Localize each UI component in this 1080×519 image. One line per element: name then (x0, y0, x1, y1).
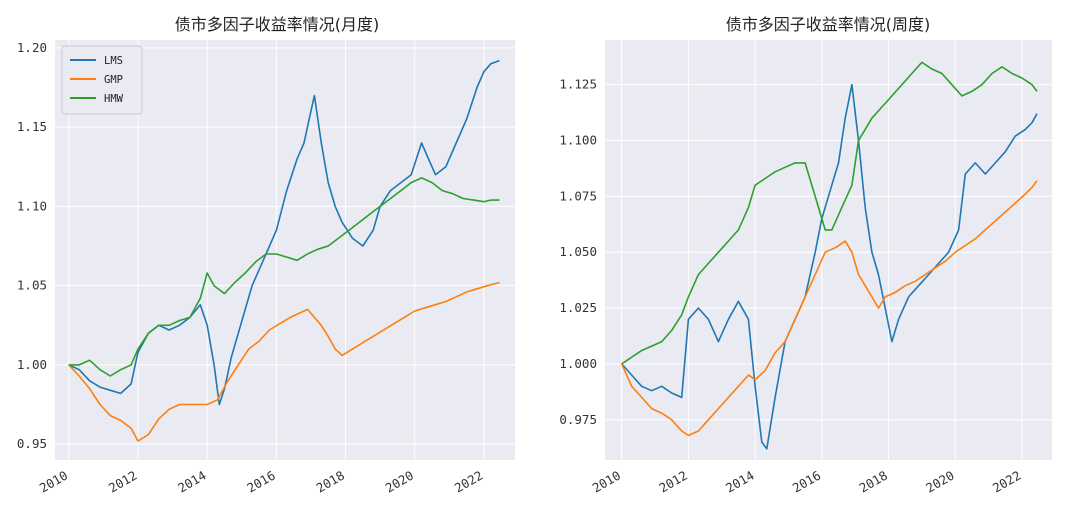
x-tick-label: 2018 (313, 468, 347, 496)
x-tick-label: 2010 (590, 468, 624, 496)
y-tick-label: 1.075 (559, 188, 597, 203)
chart-title: 债市多因子收益率情况(周度) (726, 15, 931, 34)
series-line-1 (620, 180, 1038, 437)
x-tick-label: 2022 (452, 468, 486, 496)
y-tick-label: 0.95 (17, 436, 47, 451)
x-tick-label: 2014 (723, 468, 757, 496)
series-line-hmw (68, 177, 500, 377)
x-tick-label: 2016 (244, 468, 278, 496)
y-tick-label: 1.125 (559, 77, 597, 92)
x-tick-label: 2012 (656, 468, 690, 496)
y-tick-label: 0.975 (559, 412, 597, 427)
x-tick-label: 2012 (106, 468, 140, 496)
series-group (68, 59, 500, 442)
series-line-0 (621, 83, 1038, 450)
y-tick-label: 1.025 (559, 300, 597, 315)
legend-label: GMP (104, 74, 123, 86)
x-tick-label: 2016 (790, 468, 824, 496)
series-group (620, 61, 1038, 450)
y-tick-label: 1.050 (559, 244, 597, 259)
x-tick-label: 2010 (37, 468, 71, 496)
series-line-gmp (68, 281, 500, 442)
y-tick-label: 1.20 (17, 40, 47, 55)
series-line-2 (621, 61, 1038, 365)
y-tick-label: 1.05 (17, 278, 47, 293)
x-tick-label: 2020 (923, 468, 957, 496)
y-tick-label: 1.15 (17, 119, 47, 134)
y-tick-label: 1.100 (559, 133, 597, 148)
chart-title: 债市多因子收益率情况(月度) (175, 15, 380, 34)
x-tick-label: 2020 (383, 468, 417, 496)
weekly-chart: 债市多因子收益率情况(周度) 2010 2012 2014 2016 2018 2020 2… (559, 15, 1052, 496)
x-tick-label: 2018 (856, 468, 890, 496)
tick-labels: 2010 2012 2014 2016 2018 2020 2022 0.975 1.000 1.… (559, 77, 1023, 496)
legend-label: HMW (104, 93, 124, 105)
gridlines (605, 40, 1052, 460)
y-tick-label: 1.000 (559, 356, 597, 371)
y-tick-label: 1.10 (17, 198, 47, 213)
legend: LMS GMP HMW (61, 45, 143, 115)
y-tick-label: 1.00 (17, 357, 47, 372)
x-tick-label: 2022 (990, 468, 1024, 496)
legend-label: LMS (104, 55, 123, 67)
monthly-chart: 债市多因子收益率情况(月度) 2010 2012 2014 2016 2018 2020 2… (17, 15, 515, 496)
x-tick-label: 2014 (175, 468, 209, 496)
